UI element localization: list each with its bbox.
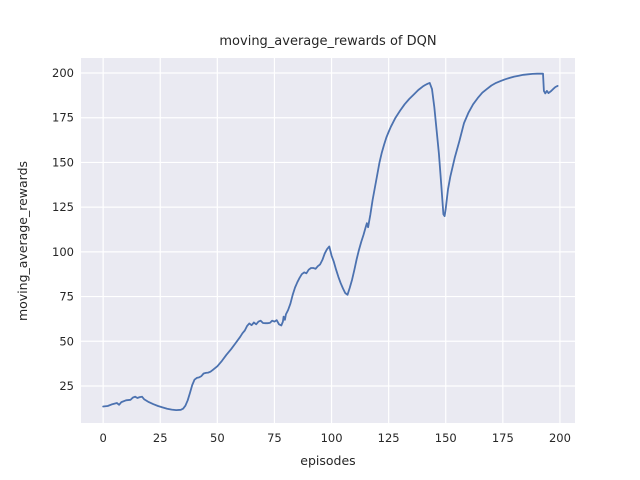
gridlines bbox=[81, 58, 575, 423]
dqn-moving-average-line bbox=[102, 72, 559, 411]
y-tick-label: 150 bbox=[52, 155, 74, 169]
x-tick-label: 175 bbox=[492, 431, 514, 445]
x-tick-label: 125 bbox=[378, 431, 400, 445]
x-tick-label: 200 bbox=[549, 431, 571, 445]
x-tick-label: 0 bbox=[99, 431, 106, 445]
y-tick-label: 125 bbox=[52, 200, 74, 214]
y-tick-label: 50 bbox=[59, 334, 74, 348]
x-tick-label: 100 bbox=[321, 431, 343, 445]
plot-area bbox=[81, 58, 575, 423]
x-tick-label: 150 bbox=[435, 431, 457, 445]
x-tick-label: 50 bbox=[210, 431, 225, 445]
x-tick-label: 25 bbox=[153, 431, 168, 445]
tick-labels: 0 25 50 75 100 125 150 175 200 25 50 75 100 125 150 175… bbox=[52, 66, 571, 445]
x-axis-label: episodes bbox=[300, 453, 355, 468]
y-axis-label: moving_average_rewards bbox=[15, 161, 30, 321]
y-tick-label: 200 bbox=[52, 66, 74, 80]
y-tick-label: 25 bbox=[59, 379, 74, 393]
y-tick-label: 100 bbox=[52, 245, 74, 259]
y-tick-label: 175 bbox=[52, 111, 74, 125]
x-tick-label: 75 bbox=[267, 431, 282, 445]
chart-title: moving_average_rewards of DQN bbox=[219, 34, 436, 49]
y-tick-label: 75 bbox=[59, 290, 74, 304]
